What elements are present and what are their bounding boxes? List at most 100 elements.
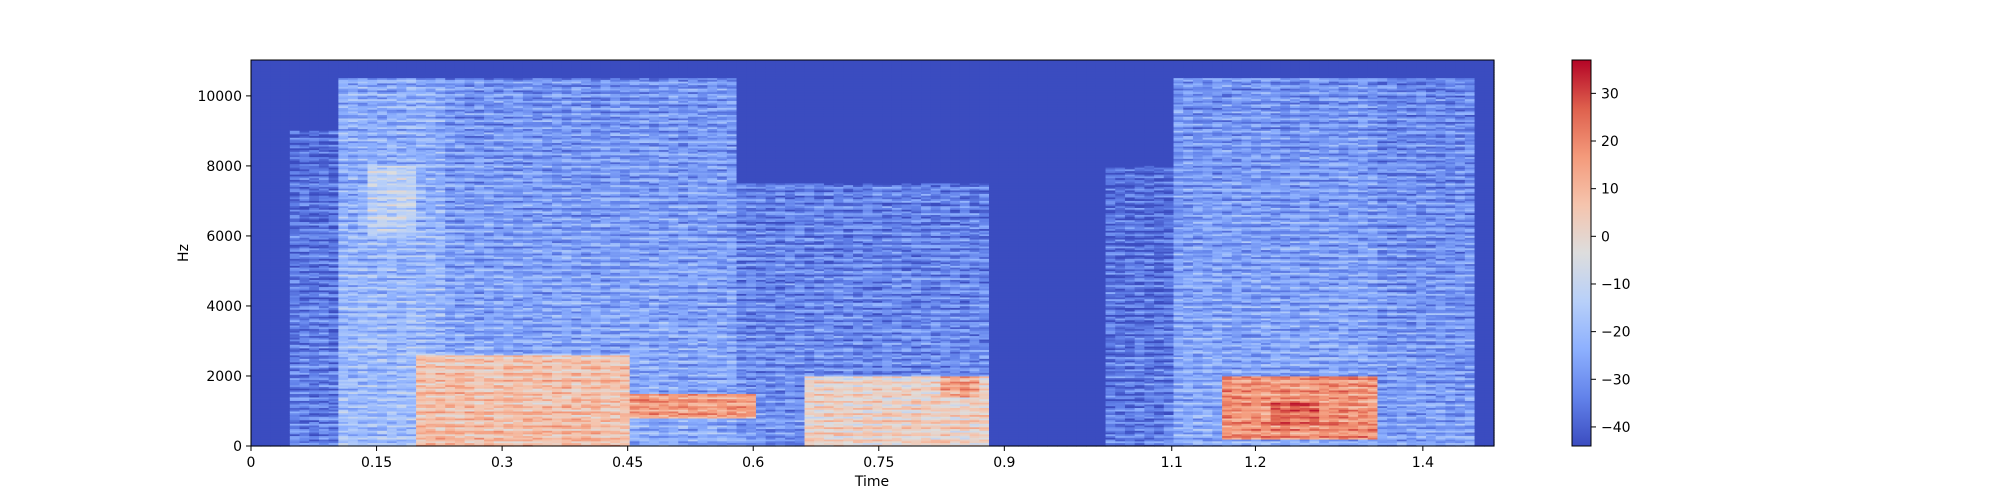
heatmap-cell <box>357 109 369 112</box>
heatmap-cell <box>377 356 388 359</box>
heatmap-cell <box>270 117 281 121</box>
heatmap-cell <box>367 245 378 249</box>
heatmap-cell <box>377 88 388 91</box>
heatmap-cell <box>328 174 339 177</box>
heatmap-cell <box>357 358 369 361</box>
heatmap-cell <box>338 307 349 310</box>
heatmap-cell <box>260 409 272 412</box>
heatmap-cell <box>386 191 398 194</box>
heatmap-cell <box>367 223 378 226</box>
heatmap-cell <box>377 110 388 114</box>
heatmap-cell <box>289 209 301 212</box>
heatmap-cell <box>270 235 281 238</box>
heatmap-cell <box>289 109 301 112</box>
heatmap-cell <box>338 381 349 384</box>
heatmap-cell <box>357 165 369 168</box>
heatmap-cell <box>299 389 310 393</box>
heatmap-cell <box>377 140 388 144</box>
heatmap-cell <box>367 396 378 400</box>
heatmap-cell <box>299 61 310 65</box>
heatmap-cell <box>260 423 272 426</box>
heatmap-cell <box>309 384 320 387</box>
heatmap-cell <box>357 421 369 424</box>
heatmap-cell <box>386 360 398 363</box>
heatmap-cell <box>318 177 330 180</box>
heatmap-cell <box>289 403 301 407</box>
heatmap-cell <box>386 351 398 354</box>
heatmap-cell <box>328 437 339 440</box>
heatmap-cell <box>260 310 272 314</box>
heatmap-cell <box>318 240 330 244</box>
heatmap-cell <box>270 323 281 326</box>
heatmap-cell <box>309 309 320 312</box>
heatmap-cell <box>251 298 262 301</box>
heatmap-cell <box>386 268 398 272</box>
heatmap-cell <box>260 67 272 70</box>
heatmap-cell <box>299 177 310 180</box>
heatmap-cell <box>367 212 378 215</box>
heatmap-cell <box>396 231 407 235</box>
heatmap-cell <box>280 356 291 359</box>
heatmap-cell <box>386 235 398 238</box>
heatmap-cell <box>338 77 349 80</box>
heatmap-cell <box>280 298 291 301</box>
heatmap-cell <box>289 237 301 240</box>
heatmap-cell <box>309 388 320 391</box>
heatmap-cell <box>270 351 281 354</box>
heatmap-cell <box>386 414 398 417</box>
heatmap-cell <box>318 324 330 328</box>
heatmap-cell <box>299 314 310 317</box>
heatmap-cell <box>299 142 310 145</box>
heatmap-cell <box>386 145 398 149</box>
heatmap-cell <box>270 137 281 140</box>
heatmap-cell <box>280 182 291 186</box>
heatmap-cell <box>251 382 262 386</box>
heatmap-cell <box>328 317 339 321</box>
heatmap-cell <box>309 331 320 335</box>
heatmap-cell <box>309 254 320 258</box>
heatmap-cell <box>270 372 281 375</box>
heatmap-cell <box>299 103 310 107</box>
heatmap-cell <box>270 230 281 233</box>
heatmap-cell <box>367 238 378 242</box>
heatmap-cell <box>328 133 339 137</box>
heatmap-cell <box>260 114 272 117</box>
heatmap-cell <box>289 249 301 252</box>
heatmap-cell <box>309 319 320 323</box>
heatmap-cell <box>367 317 378 321</box>
heatmap-cell <box>367 386 378 389</box>
heatmap-cell <box>289 330 301 333</box>
heatmap-cell <box>338 158 349 161</box>
heatmap-cell <box>299 189 310 193</box>
heatmap-cell <box>251 333 262 337</box>
heatmap-cell <box>386 181 398 184</box>
heatmap-cell <box>338 84 349 87</box>
heatmap-cell <box>338 72 349 75</box>
heatmap-cell <box>396 242 407 245</box>
heatmap-cell <box>328 410 339 414</box>
heatmap-cell <box>251 160 262 163</box>
heatmap-cell <box>386 186 398 189</box>
heatmap-cell <box>386 272 398 275</box>
heatmap-cell <box>328 356 339 359</box>
heatmap-cell <box>289 219 301 223</box>
heatmap-cell <box>260 233 272 237</box>
heatmap-cell <box>260 63 272 66</box>
heatmap-cell <box>328 261 339 265</box>
heatmap-cell <box>348 321 359 324</box>
heatmap-cell <box>270 177 281 180</box>
heatmap-cell <box>270 253 281 256</box>
heatmap-cell <box>367 207 378 210</box>
heatmap-cell <box>270 342 281 345</box>
heatmap-cell <box>299 293 310 296</box>
heatmap-cell <box>309 145 320 149</box>
heatmap-cell <box>270 226 281 230</box>
heatmap-cell <box>289 223 301 226</box>
heatmap-cell <box>289 409 301 412</box>
heatmap-cell <box>328 284 339 287</box>
heatmap-cell <box>367 417 378 421</box>
heatmap-cell <box>348 200 359 203</box>
heatmap-cell <box>318 409 330 412</box>
heatmap-cell <box>318 105 330 108</box>
heatmap-cell <box>328 442 339 445</box>
